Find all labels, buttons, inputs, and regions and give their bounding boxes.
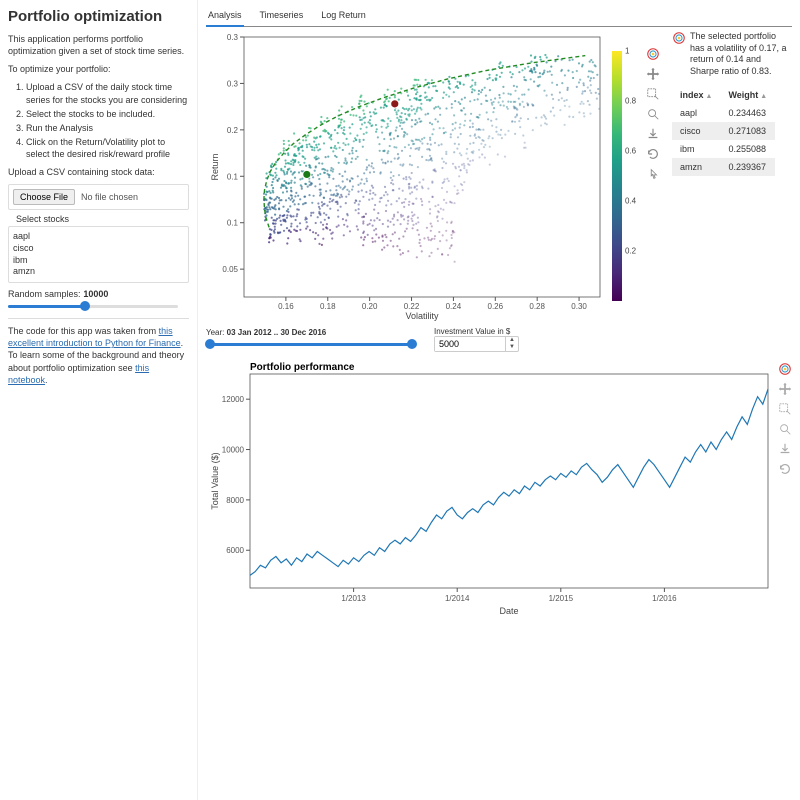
weights-col-index[interactable]: index▲	[672, 86, 720, 104]
colorbar: 0.20.40.60.81	[612, 31, 640, 321]
svg-text:0.05: 0.05	[222, 265, 238, 274]
svg-text:Date: Date	[499, 606, 518, 616]
table-row: amzn0.239367	[672, 158, 775, 176]
howto-step: Upload a CSV of the daily stock time ser…	[26, 81, 189, 105]
wheel-zoom-icon[interactable]	[646, 107, 660, 121]
wheel-zoom-icon[interactable]	[778, 422, 792, 436]
sidebar: Portfolio optimization This application …	[0, 0, 198, 800]
stock-option[interactable]: aapl	[13, 231, 184, 243]
tab-log-return[interactable]: Log Return	[319, 6, 368, 26]
bokeh-logo-icon	[778, 362, 792, 376]
howto-lead: To optimize your portfolio:	[8, 63, 189, 75]
bokeh-logo-icon	[672, 31, 686, 45]
choose-file-button[interactable]: Choose File	[13, 189, 75, 205]
svg-text:0.26: 0.26	[488, 302, 504, 311]
file-status: No file chosen	[81, 192, 138, 202]
svg-text:0.3: 0.3	[227, 79, 239, 88]
svg-text:1/2014: 1/2014	[445, 594, 470, 603]
efficient-frontier-plot[interactable]: 0.16 0.18 0.20 0.22 0.24 0.26 0.28 0.30 0.05 0.1 0…	[206, 31, 606, 321]
samples-value: 10000	[83, 289, 108, 299]
svg-text:0.20: 0.20	[362, 302, 378, 311]
upload-label: Upload a CSV containing stock data:	[8, 166, 189, 178]
svg-text:8000: 8000	[226, 496, 244, 505]
year-range-label: Year: 03 Jan 2012 .. 30 Dec 2016	[206, 328, 416, 337]
samples-row: Random samples: 10000	[8, 289, 189, 300]
main-panel: Analysis Timeseries Log Return 0.16 0.18 0.2…	[198, 0, 800, 800]
howto-step: Run the Analysis	[26, 122, 189, 134]
svg-text:0.1: 0.1	[227, 172, 239, 181]
intro-text: This application performs portfolio opti…	[8, 33, 189, 57]
year-range-slider[interactable]	[206, 337, 416, 351]
tab-bar: Analysis Timeseries Log Return	[206, 6, 792, 27]
svg-text:0.16: 0.16	[278, 302, 294, 311]
samples-label: Random samples:	[8, 289, 81, 299]
box-zoom-icon[interactable]	[646, 87, 660, 101]
howto-step: Click on the Return/Volatility plot to s…	[26, 136, 189, 160]
samples-slider[interactable]	[8, 300, 178, 312]
perf-plot-toolbar	[778, 362, 792, 476]
tab-analysis[interactable]: Analysis	[206, 6, 244, 26]
file-input-row: Choose File No file chosen	[8, 184, 189, 210]
performance-plot[interactable]: Portfolio performance 6000 8000 10000 12000 1…	[206, 356, 792, 794]
plot-toolbar	[646, 31, 662, 321]
svg-text:0.3: 0.3	[227, 33, 239, 42]
pan-icon[interactable]	[646, 67, 660, 81]
svg-text:12000: 12000	[222, 395, 245, 404]
table-row: cisco0.271083	[672, 122, 775, 140]
svg-text:1/2016: 1/2016	[652, 594, 677, 603]
stock-option[interactable]: cisco	[13, 243, 184, 255]
spinner-up-icon[interactable]: ▲	[506, 337, 518, 344]
svg-text:0.24: 0.24	[446, 302, 462, 311]
svg-text:0.28: 0.28	[529, 302, 545, 311]
svg-text:0.18: 0.18	[320, 302, 336, 311]
howto-step: Select the stocks to be included.	[26, 108, 189, 120]
svg-text:0.30: 0.30	[571, 302, 587, 311]
footer-text: The code for this app was taken from thi…	[8, 325, 189, 386]
tab-timeseries[interactable]: Timeseries	[258, 6, 306, 26]
svg-text:Return: Return	[210, 153, 220, 180]
investment-input[interactable]	[435, 337, 505, 351]
table-row: ibm0.255088	[672, 140, 775, 158]
svg-text:Volatility: Volatility	[405, 311, 439, 321]
stock-multiselect[interactable]: aaplciscoibmamzn	[8, 226, 189, 283]
reset-icon[interactable]	[646, 147, 660, 161]
svg-text:Portfolio performance: Portfolio performance	[250, 362, 355, 373]
pan-icon[interactable]	[778, 382, 792, 396]
svg-text:1/2015: 1/2015	[549, 594, 574, 603]
tap-icon[interactable]	[646, 167, 660, 181]
select-stocks-label: Select stocks	[8, 214, 189, 224]
save-icon[interactable]	[646, 127, 660, 141]
reset-icon[interactable]	[778, 462, 792, 476]
weights-table: index▲ Weight▲ aapl0.234463cisco0.271083…	[672, 86, 775, 176]
svg-text:0.22: 0.22	[404, 302, 420, 311]
svg-text:0.1: 0.1	[227, 219, 239, 228]
stock-option[interactable]: ibm	[13, 255, 184, 267]
howto-steps: Upload a CSV of the daily stock time ser…	[8, 81, 189, 160]
page-title: Portfolio optimization	[8, 8, 189, 25]
box-zoom-icon[interactable]	[778, 402, 792, 416]
weights-col-weight[interactable]: Weight▲	[720, 86, 775, 104]
spinner-down-icon[interactable]: ▼	[506, 344, 518, 351]
table-row: aapl0.234463	[672, 104, 775, 122]
investment-spinner[interactable]: ▲▼	[434, 336, 519, 352]
svg-text:6000: 6000	[226, 546, 244, 555]
svg-text:Total Value ($): Total Value ($)	[210, 452, 220, 509]
investment-label: Investment Value in $	[434, 327, 519, 336]
summary-text: The selected portfolio has a volatility …	[672, 31, 792, 78]
stock-option[interactable]: amzn	[13, 266, 184, 278]
save-icon[interactable]	[778, 442, 792, 456]
svg-text:1/2013: 1/2013	[341, 594, 366, 603]
svg-text:10000: 10000	[222, 446, 245, 455]
svg-text:0.2: 0.2	[227, 126, 239, 135]
bokeh-logo-icon	[646, 47, 660, 61]
